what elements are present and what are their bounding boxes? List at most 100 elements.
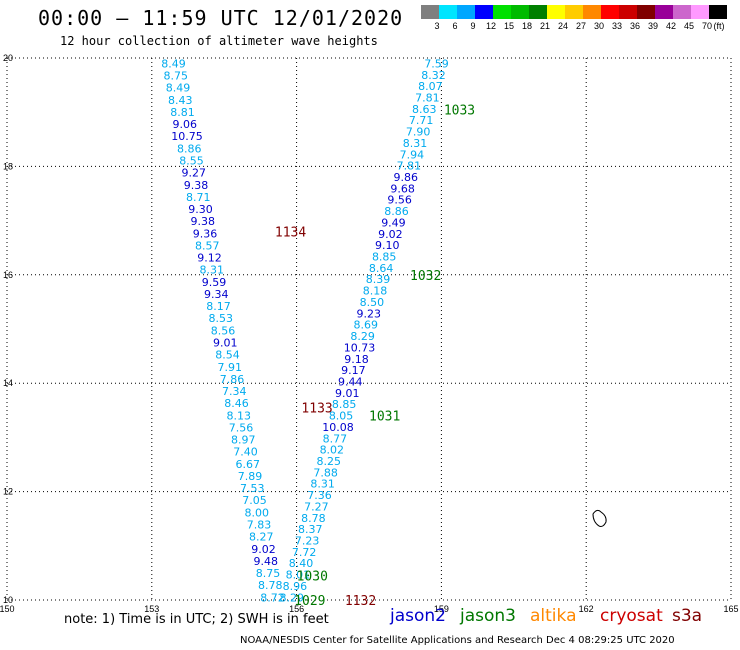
left-track-value: 8.49 [161, 57, 186, 70]
right-track-value: 7.94 [400, 148, 425, 161]
left-track-value: 8.54 [215, 349, 240, 362]
right-track-value: 8.31 [310, 478, 335, 491]
right-track-value: 8.05 [329, 410, 354, 423]
right-track-value: 8.07 [418, 80, 443, 93]
pass-number-label: 1132 [345, 594, 376, 609]
legend-label: 42 [666, 21, 676, 31]
lon-tick-label: 165 [723, 604, 738, 614]
left-track-value: 7.83 [247, 518, 272, 531]
legend-label: 24 [558, 21, 568, 31]
pass-number-label: 1029 [294, 594, 325, 609]
pass-number-label: 1133 [301, 402, 332, 417]
left-track-value: 9.12 [197, 252, 222, 265]
right-track-value: 9.86 [394, 171, 419, 184]
left-track-value: 8.17 [206, 300, 231, 313]
right-track-value: 8.25 [316, 455, 341, 468]
right-track-value: 8.86 [384, 205, 409, 218]
lat-tick-label: 12 [3, 487, 13, 497]
left-track-value: 7.89 [238, 470, 263, 483]
legend-label: 21 [540, 21, 550, 31]
right-track-value: 8.96 [283, 580, 308, 593]
legend-label: 70 [702, 21, 712, 31]
legend-swatch [601, 5, 619, 19]
left-track-value: 7.56 [229, 421, 254, 434]
legend-swatch [529, 5, 547, 19]
right-track-value: 9.18 [344, 353, 369, 366]
left-track-value: 9.01 [213, 336, 238, 349]
left-track-value: 9.02 [251, 543, 276, 556]
left-track-value: 8.72 [260, 591, 285, 604]
legend-label: 6 [452, 21, 457, 31]
right-track-value: 7.71 [409, 114, 434, 127]
right-track-value: 8.64 [369, 262, 394, 275]
lat-tick-label: 14 [3, 378, 13, 388]
right-track-value: 8.78 [301, 512, 326, 525]
left-track-value: 9.36 [193, 227, 218, 240]
right-track-value: 8.18 [363, 285, 388, 298]
left-track-value: 7.40 [233, 446, 258, 459]
left-track-value: 9.38 [191, 215, 216, 228]
right-track-value: 7.90 [406, 126, 431, 139]
legend-swatch [493, 5, 511, 19]
lon-tick-label: 153 [144, 604, 159, 614]
legend-swatch [673, 5, 691, 19]
right-track-value: 8.32 [421, 69, 446, 82]
left-track-value: 9.27 [182, 167, 207, 180]
legend-label: 9 [470, 21, 475, 31]
right-track-value: 9.56 [387, 194, 412, 207]
right-track-value: 8.37 [298, 523, 323, 536]
footer-source: NOAA/NESDIS Center for Satellite Applica… [240, 635, 675, 646]
left-track-value: 8.55 [179, 154, 204, 167]
right-track-value: 8.39 [366, 273, 391, 286]
left-track-value: 8.97 [231, 434, 256, 447]
legend-label: 30 [594, 21, 604, 31]
right-track-value: 8.29 [280, 591, 305, 604]
right-track-value: 8.40 [289, 557, 314, 570]
legend-swatch [709, 5, 727, 19]
page-title: 00:00 – 11:59 UTC 12/01/2020 [38, 6, 404, 30]
left-track-value: 7.91 [217, 361, 242, 374]
right-track-value: 7.72 [292, 546, 317, 559]
lat-tick-label: 20 [3, 53, 13, 63]
legend-label: 3 [434, 21, 439, 31]
legend-swatch [655, 5, 673, 19]
left-track-value: 7.86 [220, 373, 245, 386]
lon-tick-label: 162 [579, 604, 594, 614]
legend-swatch [565, 5, 583, 19]
left-track-value: 8.86 [177, 142, 202, 155]
island-outline [592, 509, 607, 527]
legend-unit: (ft) [714, 21, 725, 31]
legend-swatch [619, 5, 637, 19]
left-track-value: 7.53 [240, 482, 265, 495]
left-track-value: 8.81 [170, 106, 195, 119]
legend-label: 15 [504, 21, 514, 31]
lat-tick-label: 18 [3, 161, 13, 171]
left-track-value: 8.75 [256, 567, 281, 580]
right-track-value: 9.10 [375, 239, 400, 252]
left-track-value: 8.71 [186, 191, 211, 204]
left-track-value: 9.06 [173, 118, 198, 131]
legend-label: 33 [612, 21, 622, 31]
right-track-value: 7.36 [307, 489, 332, 502]
legend-swatch [421, 5, 439, 19]
right-track-value: 8.77 [323, 432, 348, 445]
legend-label: 45 [684, 21, 694, 31]
sat-legend-altika: altika [530, 606, 577, 626]
legend-swatch [583, 5, 601, 19]
right-track-value: 10.08 [322, 421, 354, 434]
left-track-value: 8.43 [168, 94, 193, 107]
right-track-value: 9.17 [341, 364, 366, 377]
lat-tick-label: 16 [3, 270, 13, 280]
right-track-value: 8.50 [360, 296, 385, 309]
left-track-value: 7.05 [242, 494, 267, 507]
legend-label: 36 [630, 21, 640, 31]
left-track-value: 8.31 [199, 264, 224, 277]
lon-tick-label: 150 [0, 604, 15, 614]
sat-legend-jason2: jason2 [390, 606, 446, 626]
right-track-value: 8.02 [320, 444, 345, 457]
legend-swatch [475, 5, 493, 19]
left-track-value: 9.34 [204, 288, 229, 301]
pass-number-label: 1032 [410, 269, 441, 284]
right-track-value: 7.88 [313, 466, 338, 479]
pass-number-label: 1134 [275, 225, 306, 240]
